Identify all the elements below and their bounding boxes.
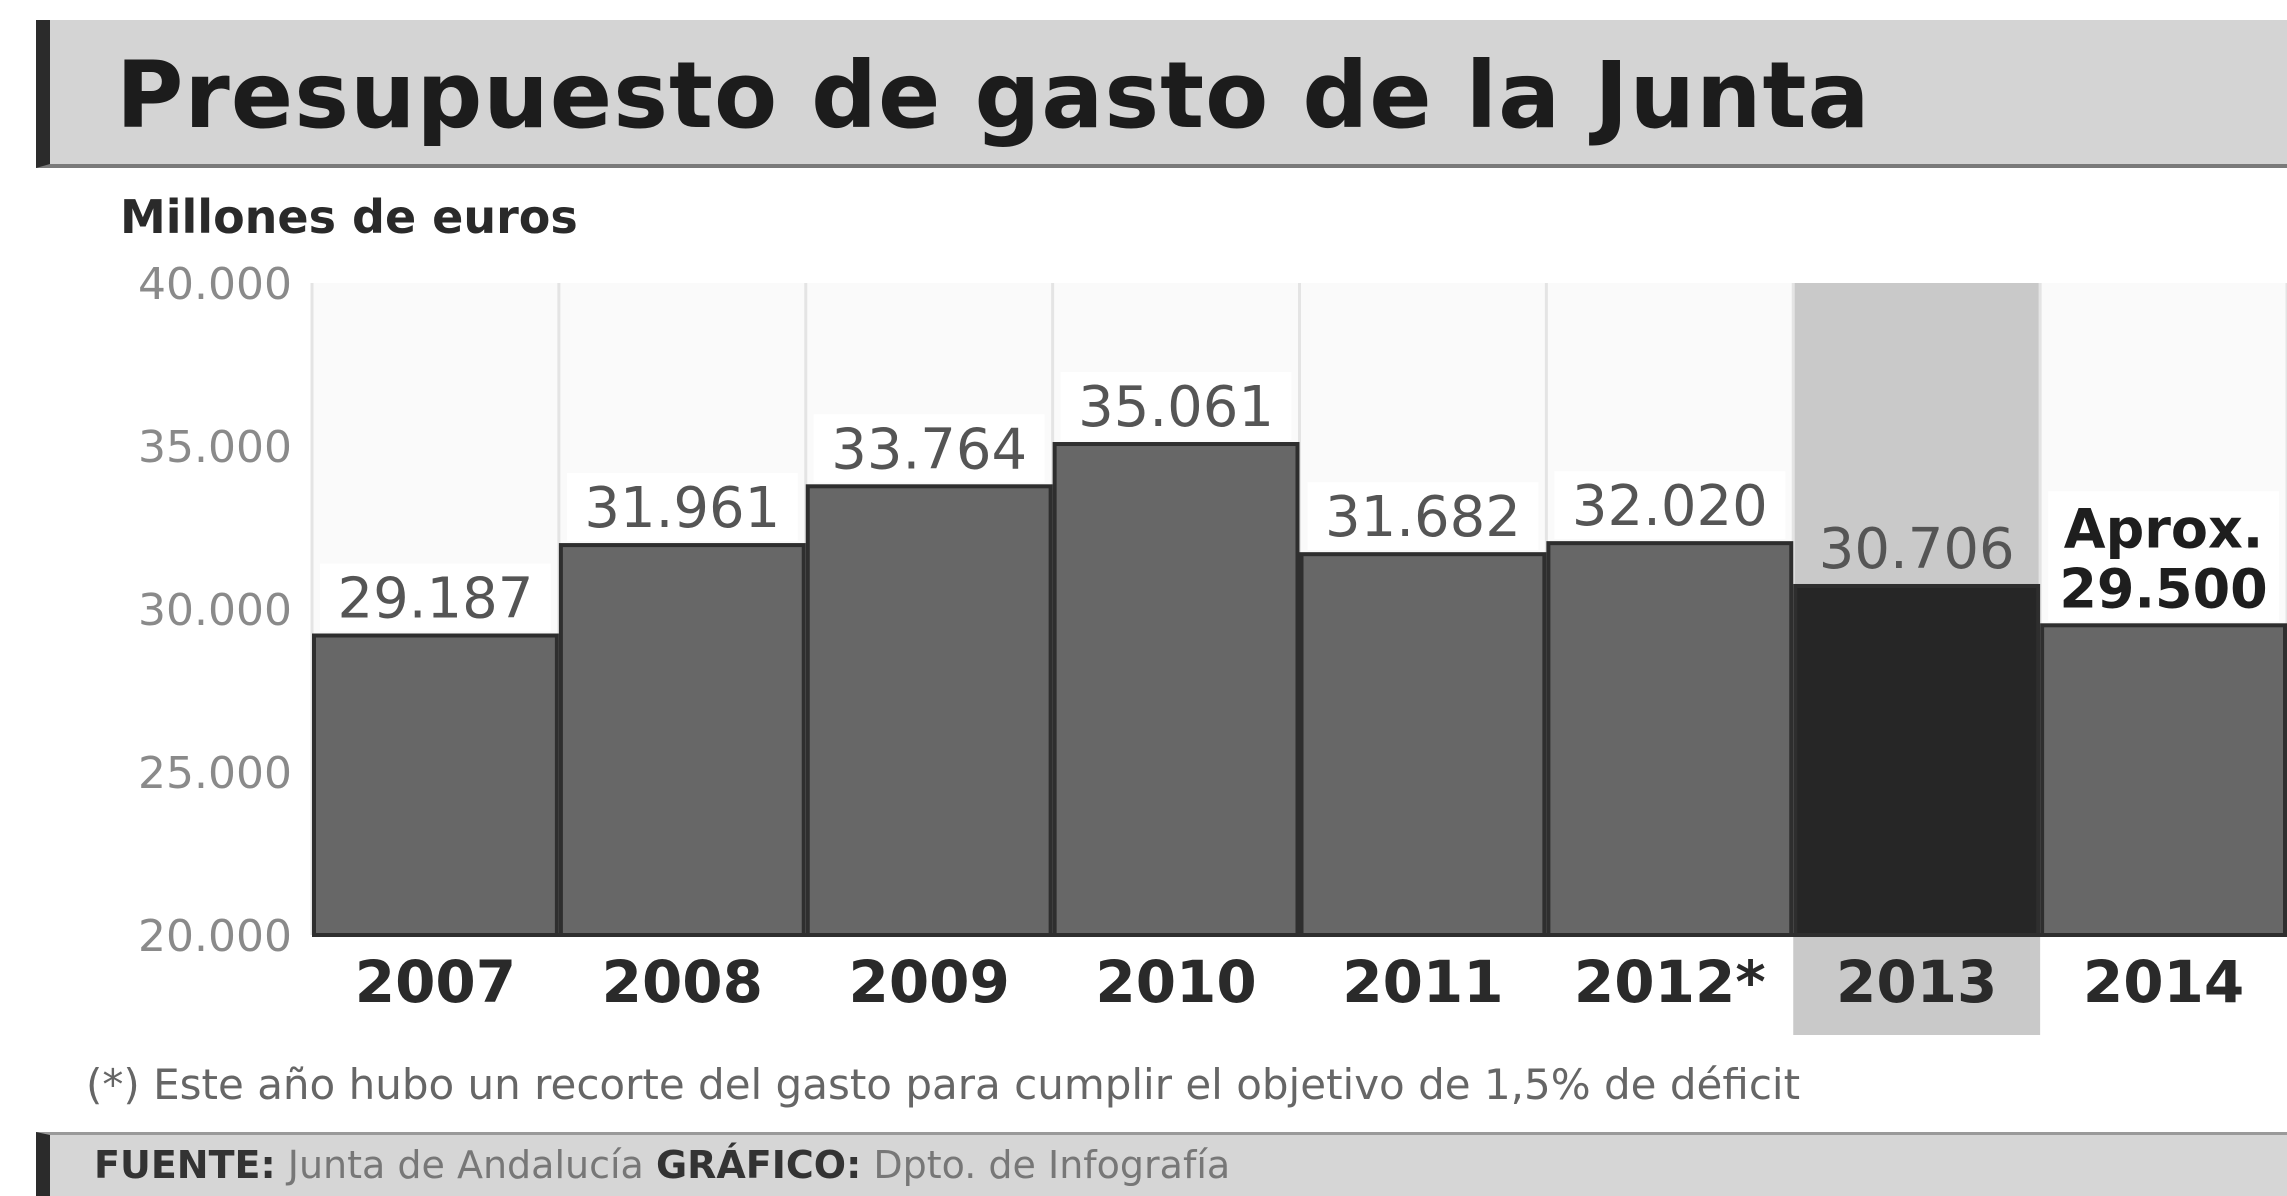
x-tick-label: 2007 <box>355 948 516 1016</box>
value-label-bg <box>813 414 1045 483</box>
y-tick-label: 40.000 <box>138 259 292 310</box>
value-label-bg <box>1307 482 1539 551</box>
bar <box>1546 541 1794 937</box>
value-label-bg <box>320 563 551 632</box>
value-label: 31.682 <box>1325 485 1521 550</box>
value-label: 33.764 <box>831 417 1027 482</box>
source-value: Junta de Andalucía <box>287 1143 644 1187</box>
value-label: 31.961 <box>584 476 780 541</box>
graphic-label: GRÁFICO: <box>655 1143 862 1187</box>
value-label: 32.020 <box>1572 474 1768 539</box>
graphic-value: Dpto. de Infografía <box>873 1143 1231 1187</box>
y-tick-label: 20.000 <box>138 911 292 962</box>
bar <box>1793 583 2041 937</box>
title-bar: Presupuesto de gasto de la Junta <box>36 20 2287 168</box>
value-label: 35.061 <box>1078 375 1274 440</box>
value-label-prefix: Aprox. <box>2064 497 2264 560</box>
x-tick-label: 2008 <box>602 948 763 1016</box>
y-tick-label: 25.000 <box>138 748 292 799</box>
bar <box>1299 552 1547 937</box>
bar <box>558 543 806 937</box>
footnote: (*) Este año hubo un recorte del gasto p… <box>86 1060 1801 1109</box>
y-tick-label: 35.000 <box>138 422 292 473</box>
x-tick-label: 2013 <box>1836 948 1997 1016</box>
x-tick-label: 2012* <box>1574 948 1766 1016</box>
value-label: 29.500 <box>2059 557 2267 620</box>
value-label-bg <box>1060 372 1292 441</box>
x-tick-label: 2011 <box>1342 948 1503 1016</box>
bar <box>2040 623 2287 937</box>
bar-chart: 20.000 25.000 30.000 35.000 40.000 29.187 2007… <box>138 259 2287 1035</box>
x-tick-label: 2014 <box>2083 948 2244 1016</box>
value-label-bg <box>2048 491 2279 622</box>
y-tick-label: 30.000 <box>138 585 292 636</box>
bar <box>1052 442 1300 937</box>
unit-label: Millones de euros <box>120 190 578 244</box>
value-label-bg <box>566 473 798 542</box>
x-tick-label: 2009 <box>848 948 1009 1016</box>
x-tick-label: 2010 <box>1095 948 1256 1016</box>
credits: FUENTE: Junta de Andalucía GRÁFICO: Dpto… <box>94 1143 1230 1187</box>
bar <box>312 633 559 937</box>
footer-bar: FUENTE: Junta de Andalucía GRÁFICO: Dpto… <box>36 1132 2287 1196</box>
source-label: FUENTE: <box>94 1143 276 1187</box>
value-label-bg <box>1801 513 2033 582</box>
value-label: 30.706 <box>1819 517 2015 582</box>
value-label-bg <box>1554 471 1786 540</box>
bar <box>805 484 1053 937</box>
chart-title: Presupuesto de gasto de la Junta <box>116 42 1871 149</box>
value-label: 29.187 <box>337 567 533 632</box>
